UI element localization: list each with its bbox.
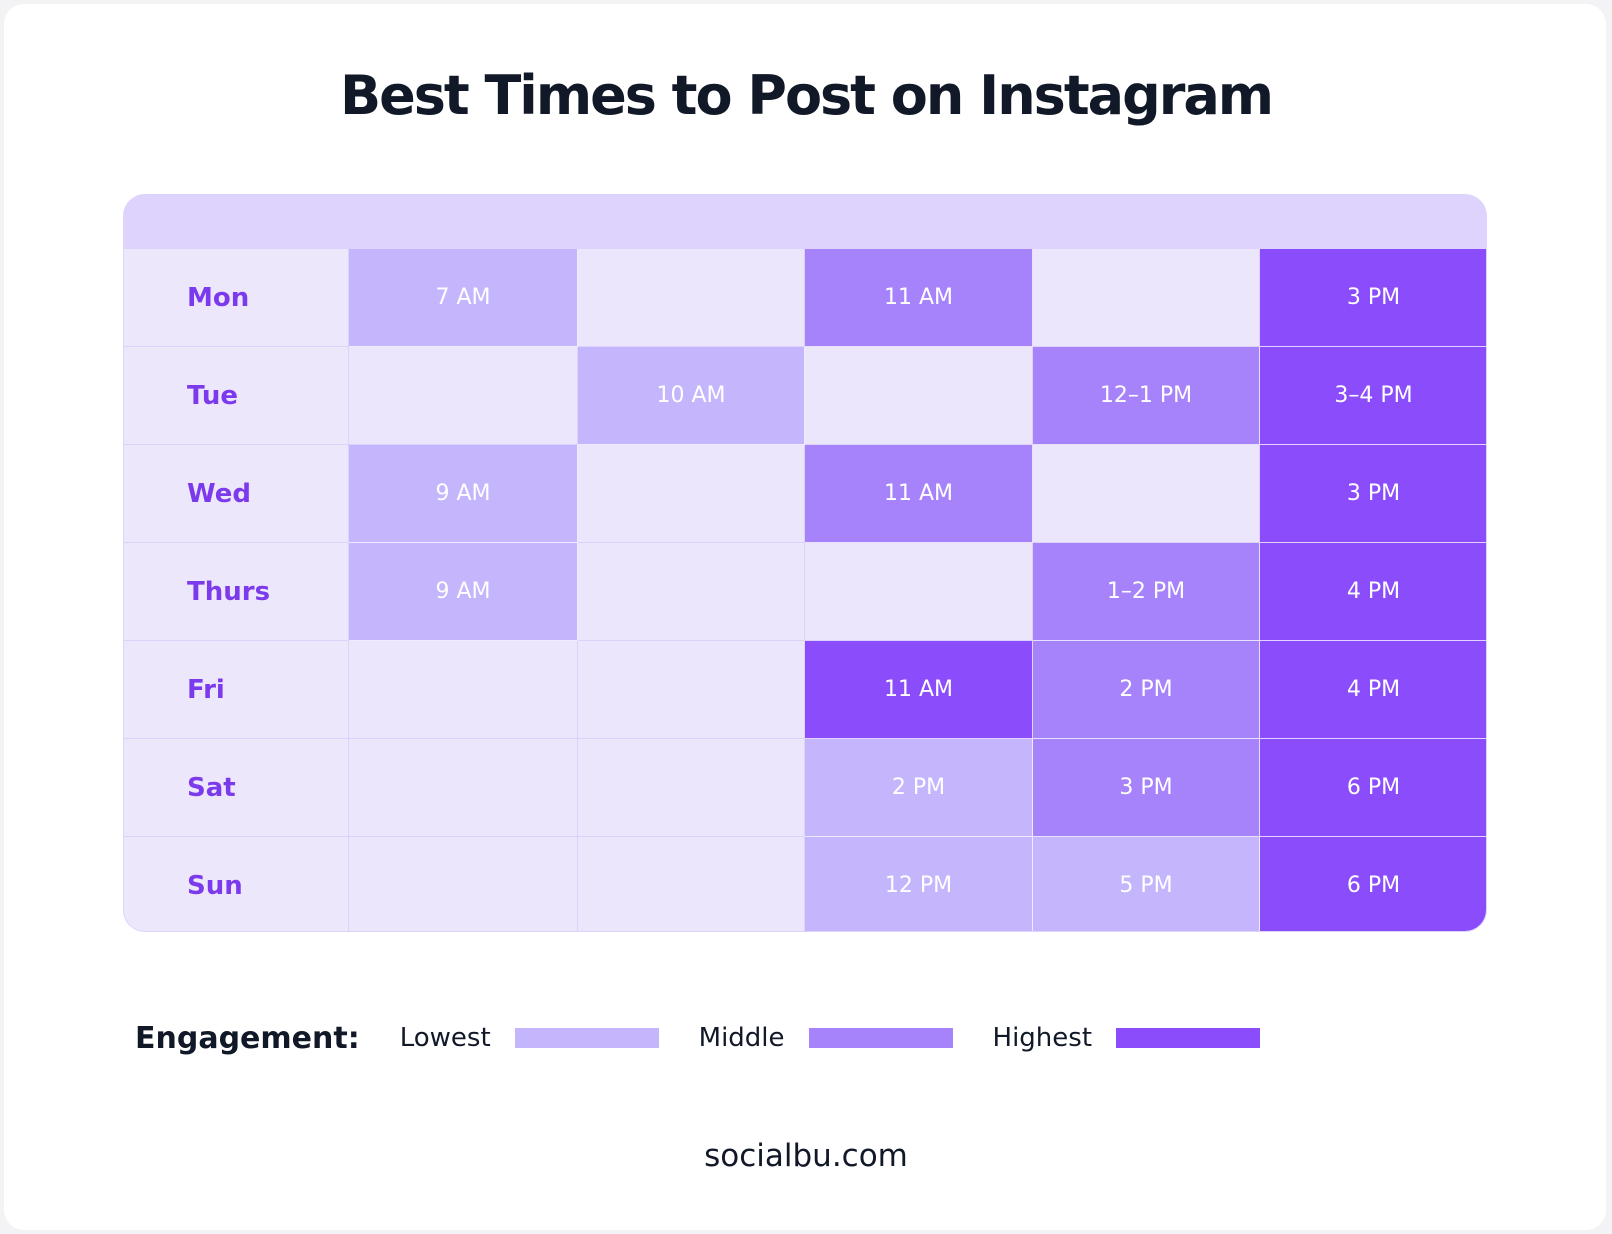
time-cell: 11 AM bbox=[805, 445, 1033, 543]
time-cell: 3 PM bbox=[1033, 739, 1260, 837]
time-cell: 11 AM bbox=[805, 249, 1033, 347]
time-cell: 2 PM bbox=[805, 739, 1033, 837]
empty-cell bbox=[578, 543, 805, 641]
day-label: Wed bbox=[124, 445, 349, 543]
empty-cell bbox=[1033, 249, 1260, 347]
day-label: Sun bbox=[124, 837, 349, 931]
empty-cell bbox=[349, 739, 578, 837]
legend-label: Highest bbox=[992, 1023, 1093, 1053]
day-label: Fri bbox=[124, 641, 349, 739]
table-header bbox=[124, 195, 1486, 249]
legend-swatch bbox=[808, 1028, 953, 1048]
time-cell: 2 PM bbox=[1033, 641, 1260, 739]
legend-label: Middle bbox=[698, 1023, 785, 1053]
time-cell: 12 PM bbox=[805, 837, 1033, 931]
legend: Engagement: Lowest Middle Highest bbox=[135, 1017, 1300, 1059]
footer: socialbu.com bbox=[704, 1138, 908, 1174]
time-cell: 6 PM bbox=[1260, 739, 1486, 837]
empty-cell bbox=[349, 641, 578, 739]
legend-swatch bbox=[514, 1028, 659, 1048]
time-cell: 5 PM bbox=[1033, 837, 1260, 931]
time-cell: 10 AM bbox=[578, 347, 805, 445]
time-cell: 6 PM bbox=[1260, 837, 1486, 931]
empty-cell bbox=[578, 837, 805, 931]
legend-label: Lowest bbox=[399, 1023, 491, 1053]
empty-cell bbox=[349, 347, 578, 445]
time-cell: 3 PM bbox=[1260, 249, 1486, 347]
empty-cell bbox=[578, 739, 805, 837]
legend-title: Engagement: bbox=[135, 1020, 360, 1056]
time-cell: 4 PM bbox=[1260, 543, 1486, 641]
day-label: Thurs bbox=[124, 543, 349, 641]
legend-swatch bbox=[1116, 1028, 1261, 1048]
empty-cell bbox=[805, 543, 1033, 641]
empty-cell bbox=[1033, 445, 1260, 543]
empty-cell bbox=[578, 249, 805, 347]
time-cell: 4 PM bbox=[1260, 641, 1486, 739]
time-cell: 1–2 PM bbox=[1033, 543, 1260, 641]
time-cell: 3 PM bbox=[1260, 445, 1486, 543]
empty-cell bbox=[349, 837, 578, 931]
day-label: Mon bbox=[124, 249, 349, 347]
time-cell: 11 AM bbox=[805, 641, 1033, 739]
time-cell: 9 AM bbox=[349, 445, 578, 543]
time-cell: 9 AM bbox=[349, 543, 578, 641]
empty-cell bbox=[805, 347, 1033, 445]
time-cell: 12–1 PM bbox=[1033, 347, 1260, 445]
day-label: Tue bbox=[124, 347, 349, 445]
empty-cell bbox=[578, 641, 805, 739]
time-cell: 7 AM bbox=[349, 249, 578, 347]
table: Mon 7 AM 11 AM 3 PM Tue 10 AM 12–1 PM 3–4 PM Wed… bbox=[123, 194, 1487, 932]
day-label: Sat bbox=[124, 739, 349, 837]
time-cell: 3–4 PM bbox=[1260, 347, 1486, 445]
title: Best Times to Post on Instagram bbox=[339, 64, 1274, 127]
empty-cell bbox=[578, 445, 805, 543]
